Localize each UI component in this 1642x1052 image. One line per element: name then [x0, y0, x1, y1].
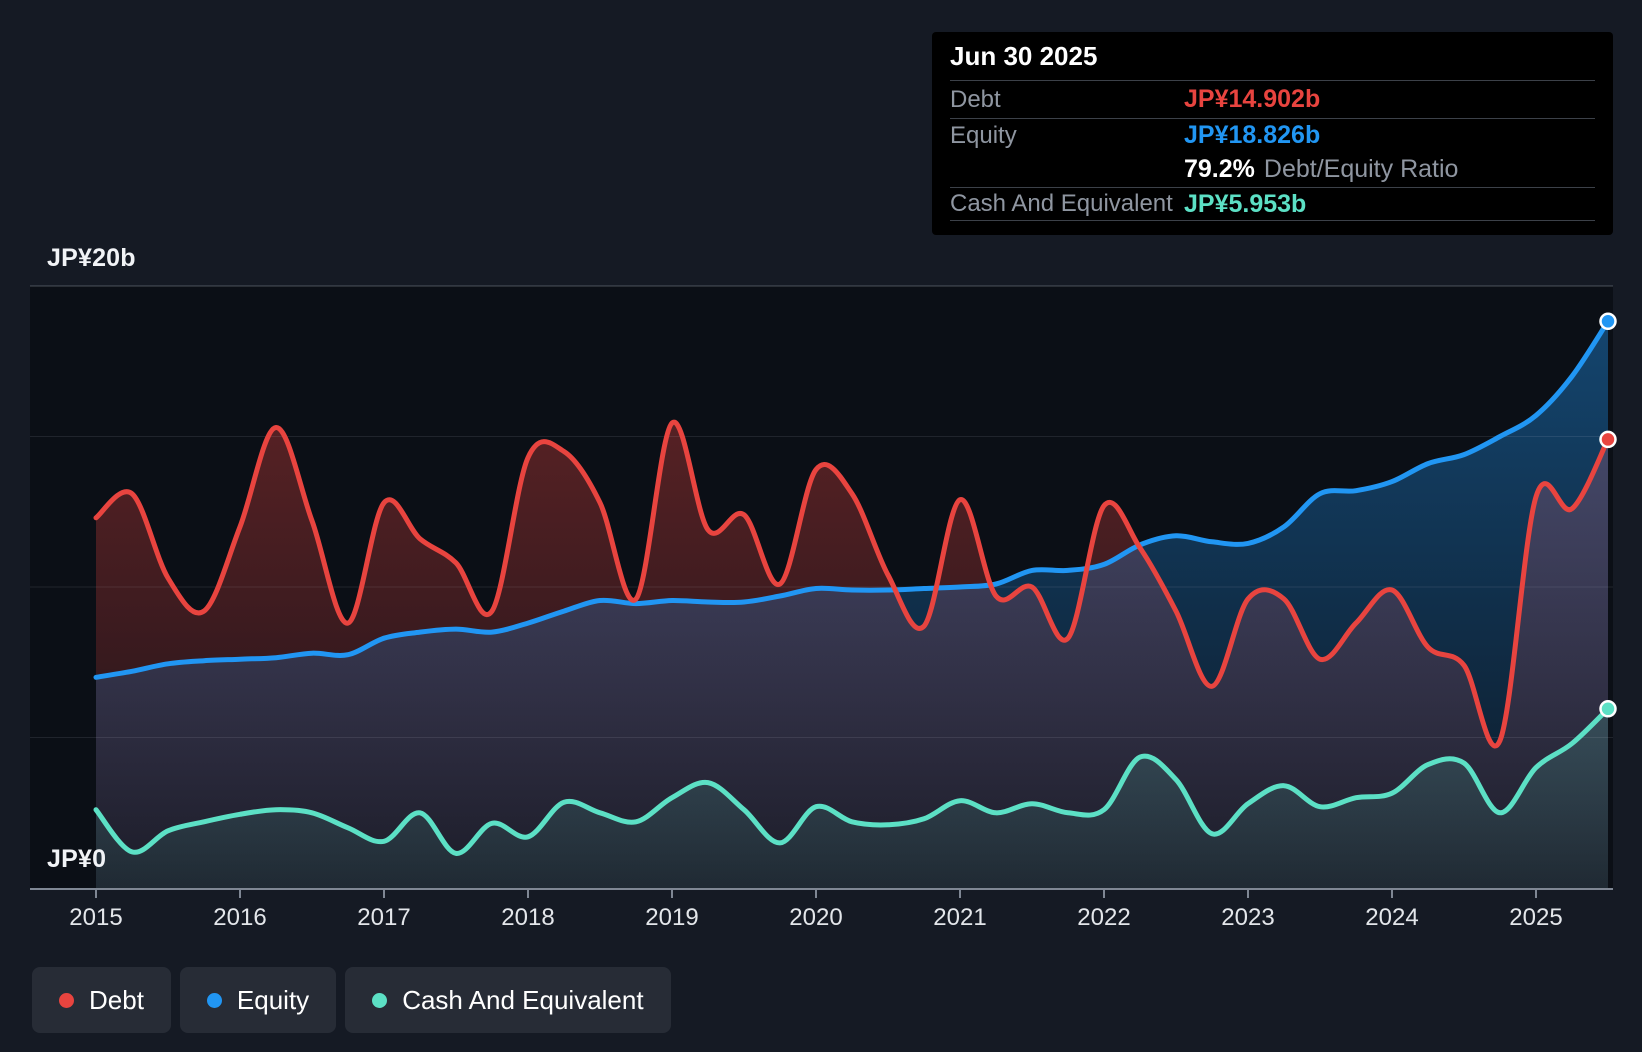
legend-item-cash[interactable]: Cash And Equivalent: [345, 967, 671, 1033]
tooltip-row-equity: Equity JP¥18.826b: [950, 119, 1595, 152]
debt-equity-ratio-value: 79.2%: [1184, 155, 1255, 183]
legend-debt-label: Debt: [89, 984, 144, 1015]
tooltip-date: Jun 30 2025: [950, 32, 1595, 81]
x-axis-year-label: 2021: [933, 904, 987, 931]
series-end-marker-debt: [1599, 430, 1617, 449]
tooltip-row-ratio: 79.2% Debt/Equity Ratio: [950, 152, 1595, 188]
x-axis-year-label: 2020: [789, 904, 843, 931]
x-axis-year-label: 2025: [1509, 904, 1563, 931]
x-axis-year-label: 2017: [357, 904, 411, 931]
legend-equity-label: Equity: [236, 984, 310, 1015]
tooltip-equity-label: Equity: [950, 121, 1017, 149]
tooltip-debt-label: Debt: [950, 85, 1001, 113]
tooltip-row-cash: Cash And Equivalent JP¥5.953b: [950, 188, 1595, 221]
chart-tooltip: Jun 30 2025 Debt JP¥14.902b Equity JP¥18…: [932, 32, 1613, 235]
x-axis-year-label: 2019: [645, 904, 699, 931]
y-axis-label-top: JP¥20b: [47, 244, 136, 272]
line-cash-and-equivalent: [93, 706, 1611, 856]
area-equity: [96, 321, 1608, 888]
series-end-marker-equity: [1599, 312, 1617, 331]
line-debt: [93, 419, 1611, 749]
x-axis: 2015 2016 2017 2018 2019 2020 2021 2022 2023 2024…: [0, 904, 1642, 940]
legend-item-debt[interactable]: Debt: [32, 967, 171, 1033]
tooltip-debt-value: JP¥14.902b: [1184, 85, 1321, 113]
debt-equity-ratio-label: Debt/Equity Ratio: [1263, 155, 1459, 183]
line-equity: [93, 318, 1611, 680]
x-axis-year-label: 2023: [1221, 904, 1275, 931]
legend-cash-label: Cash And Equivalent: [402, 984, 644, 1015]
x-axis-year-label: 2018: [501, 904, 555, 931]
series-end-marker-cash-and-equivalent: [1599, 700, 1617, 718]
x-axis-year-label: 2015: [69, 904, 123, 931]
tooltip-cash-label: Cash And Equivalent: [950, 190, 1173, 217]
x-axis-year-label: 2022: [1077, 904, 1131, 931]
tooltip-equity-value: JP¥18.826b: [1184, 121, 1321, 149]
tooltip-row-debt: Debt JP¥14.902b: [950, 81, 1595, 119]
cash-series-dot-icon: [372, 992, 388, 1008]
tooltip-cash-value: JP¥5.953b: [1184, 189, 1307, 218]
legend-item-equity[interactable]: Equity: [179, 967, 337, 1033]
y-axis-label-zero: JP¥0: [47, 845, 107, 873]
x-axis-year-label: 2024: [1365, 904, 1419, 931]
chart-legend: Debt Equity Cash And Equivalent: [32, 967, 671, 1033]
debt-series-dot-icon: [59, 992, 74, 1008]
x-axis-year-label: 2016: [213, 904, 267, 931]
equity-series-dot-icon: [206, 992, 222, 1008]
